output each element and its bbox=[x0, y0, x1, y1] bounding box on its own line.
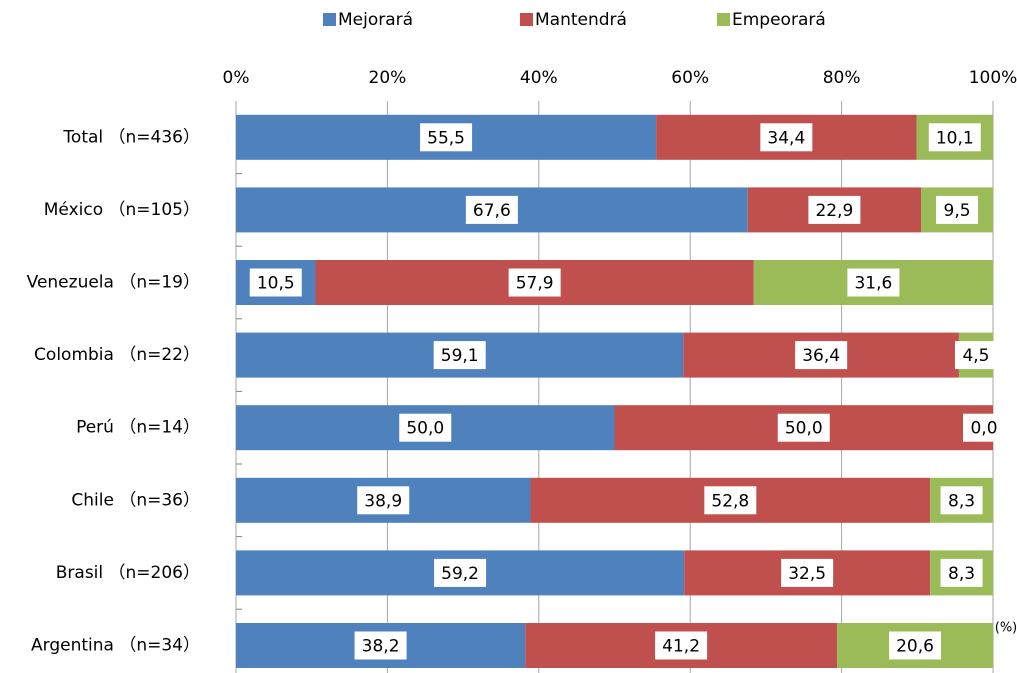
value-label-box bbox=[847, 268, 900, 297]
value-label-box bbox=[420, 123, 473, 152]
unit-label: (%) bbox=[995, 621, 1017, 636]
legend-marker bbox=[520, 13, 533, 26]
value-label: 36,4 bbox=[802, 346, 840, 366]
value-label: 55,5 bbox=[427, 128, 465, 148]
value-label-box bbox=[808, 195, 861, 224]
value-label: 10,5 bbox=[257, 274, 295, 294]
y-tick-label: Chile （n=36） bbox=[71, 490, 200, 510]
value-label: 38,2 bbox=[362, 637, 400, 657]
x-tick-label: 0% bbox=[223, 68, 250, 88]
value-label-box bbox=[781, 558, 834, 587]
value-label: 57,9 bbox=[516, 274, 554, 294]
value-label: 41,2 bbox=[662, 637, 700, 657]
value-label: 38,9 bbox=[364, 491, 402, 511]
legend-marker bbox=[717, 13, 730, 26]
value-label: 10,1 bbox=[936, 128, 974, 148]
value-label-box bbox=[795, 341, 848, 370]
y-tick-label: Argentina （n=34） bbox=[31, 636, 200, 656]
value-label-box bbox=[704, 486, 757, 515]
value-label: 52,8 bbox=[711, 491, 749, 511]
value-label-box bbox=[433, 341, 486, 370]
value-label-box bbox=[249, 268, 302, 297]
value-label-box bbox=[928, 123, 981, 152]
value-label-box bbox=[963, 413, 1005, 442]
value-label-box bbox=[357, 486, 410, 515]
x-tick-label: 100% bbox=[969, 68, 1017, 88]
value-label: 34,4 bbox=[767, 128, 805, 148]
value-label: 67,6 bbox=[473, 201, 511, 221]
value-label: 59,2 bbox=[441, 564, 479, 584]
value-label-box bbox=[889, 631, 942, 660]
value-label-box bbox=[399, 413, 452, 442]
y-tick-label: Total （n=436） bbox=[62, 127, 200, 147]
value-label-box bbox=[434, 558, 487, 587]
y-tick-label: México （n=105） bbox=[44, 200, 200, 220]
legend-label: Mantendrá bbox=[535, 10, 627, 30]
y-tick-label: Venezuela （n=19） bbox=[27, 273, 200, 293]
value-label-box bbox=[760, 123, 813, 152]
value-label: 50,0 bbox=[785, 419, 823, 439]
value-label-box bbox=[940, 558, 983, 587]
value-label: 22,9 bbox=[815, 201, 853, 221]
value-label: 50,0 bbox=[406, 419, 444, 439]
value-label: 8,3 bbox=[948, 564, 975, 584]
legend-label: Empeorará bbox=[732, 10, 826, 30]
legend-marker bbox=[323, 13, 336, 26]
value-label: 9,5 bbox=[944, 201, 971, 221]
x-tick-label: 80% bbox=[823, 68, 861, 88]
value-label: 32,5 bbox=[788, 564, 826, 584]
value-label-box bbox=[777, 413, 830, 442]
x-tick-label: 40% bbox=[520, 68, 558, 88]
value-label-box bbox=[954, 341, 997, 370]
y-tick-label: Colombia （n=22） bbox=[34, 345, 200, 365]
value-label-box bbox=[936, 195, 979, 224]
legend-label: Mejorará bbox=[338, 10, 413, 30]
x-tick-label: 60% bbox=[671, 68, 709, 88]
x-tick-label: 20% bbox=[369, 68, 407, 88]
value-label-box bbox=[354, 631, 407, 660]
value-label: 4,5 bbox=[962, 346, 989, 366]
y-tick-label: Perú （n=14） bbox=[76, 418, 200, 438]
value-label: 20,6 bbox=[896, 637, 934, 657]
value-label-box bbox=[508, 268, 561, 297]
value-label: 8,3 bbox=[948, 491, 975, 511]
value-label: 31,6 bbox=[854, 274, 892, 294]
value-label-box bbox=[465, 195, 518, 224]
value-label: 0,0 bbox=[970, 419, 997, 439]
value-label: 59,1 bbox=[441, 346, 479, 366]
value-label-box bbox=[940, 486, 983, 515]
y-tick-label: Brasil （n=206） bbox=[56, 563, 200, 583]
value-label-box bbox=[655, 631, 708, 660]
